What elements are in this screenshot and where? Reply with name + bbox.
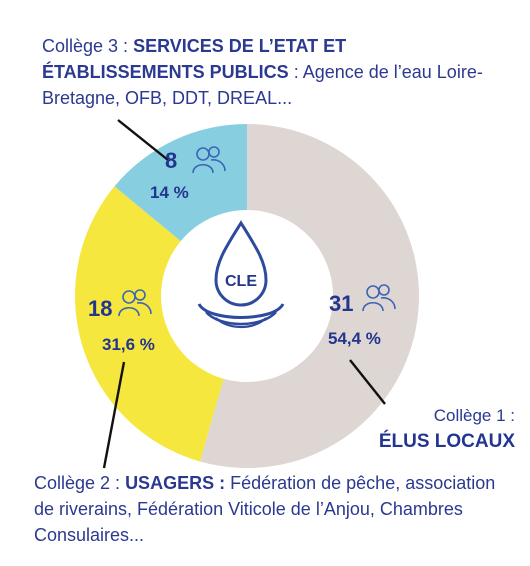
college1-title: ÉLUS LOCAUX	[378, 431, 515, 452]
college1-label: Collège 1 : ÉLUS LOCAUX	[355, 403, 515, 455]
college3-prefix: Collège 3 :	[42, 36, 134, 56]
college3-members: : Agence de l’eau Loire-Bretagne, OFB, D…	[42, 62, 483, 108]
college1-prefix: Collège 1 :	[433, 406, 515, 425]
water-drop-icon	[197, 220, 285, 329]
slice-college3-count: 8	[165, 148, 177, 173]
college2-members: Fédération de pêche, association de rive…	[34, 473, 496, 545]
people-icon	[118, 289, 152, 317]
college3-title: SERVICES DE L’ETAT ET ÉTABLISSEMENTS PUB…	[42, 36, 347, 82]
college2-label: Collège 2 : USAGERS : Fédération de pêch…	[34, 470, 514, 548]
slice-college1	[200, 124, 419, 468]
slice-college2-percent: 31,6 %	[102, 335, 155, 354]
people-icon	[362, 284, 396, 312]
slice-college1-percent: 54,4 %	[328, 329, 381, 348]
college3-leader-line	[117, 119, 169, 161]
college2-title: USAGERS :	[125, 473, 226, 493]
slice-college1-count: 31	[329, 291, 353, 316]
college2-leader-line	[102, 361, 126, 469]
donut-slices	[75, 124, 419, 468]
college3-label: Collège 3 : SERVICES DE L’ETAT ET ÉTABLI…	[42, 33, 512, 111]
center-label: CLE	[225, 273, 257, 290]
college1-leader-line	[349, 359, 386, 405]
slice-college3	[114, 124, 247, 242]
slice-college3-percent: 14 %	[150, 183, 189, 202]
slice-college2-count: 18	[88, 296, 112, 321]
college2-prefix: Collège 2 :	[34, 473, 126, 493]
people-icon	[192, 146, 226, 174]
slice-college2	[75, 186, 224, 462]
